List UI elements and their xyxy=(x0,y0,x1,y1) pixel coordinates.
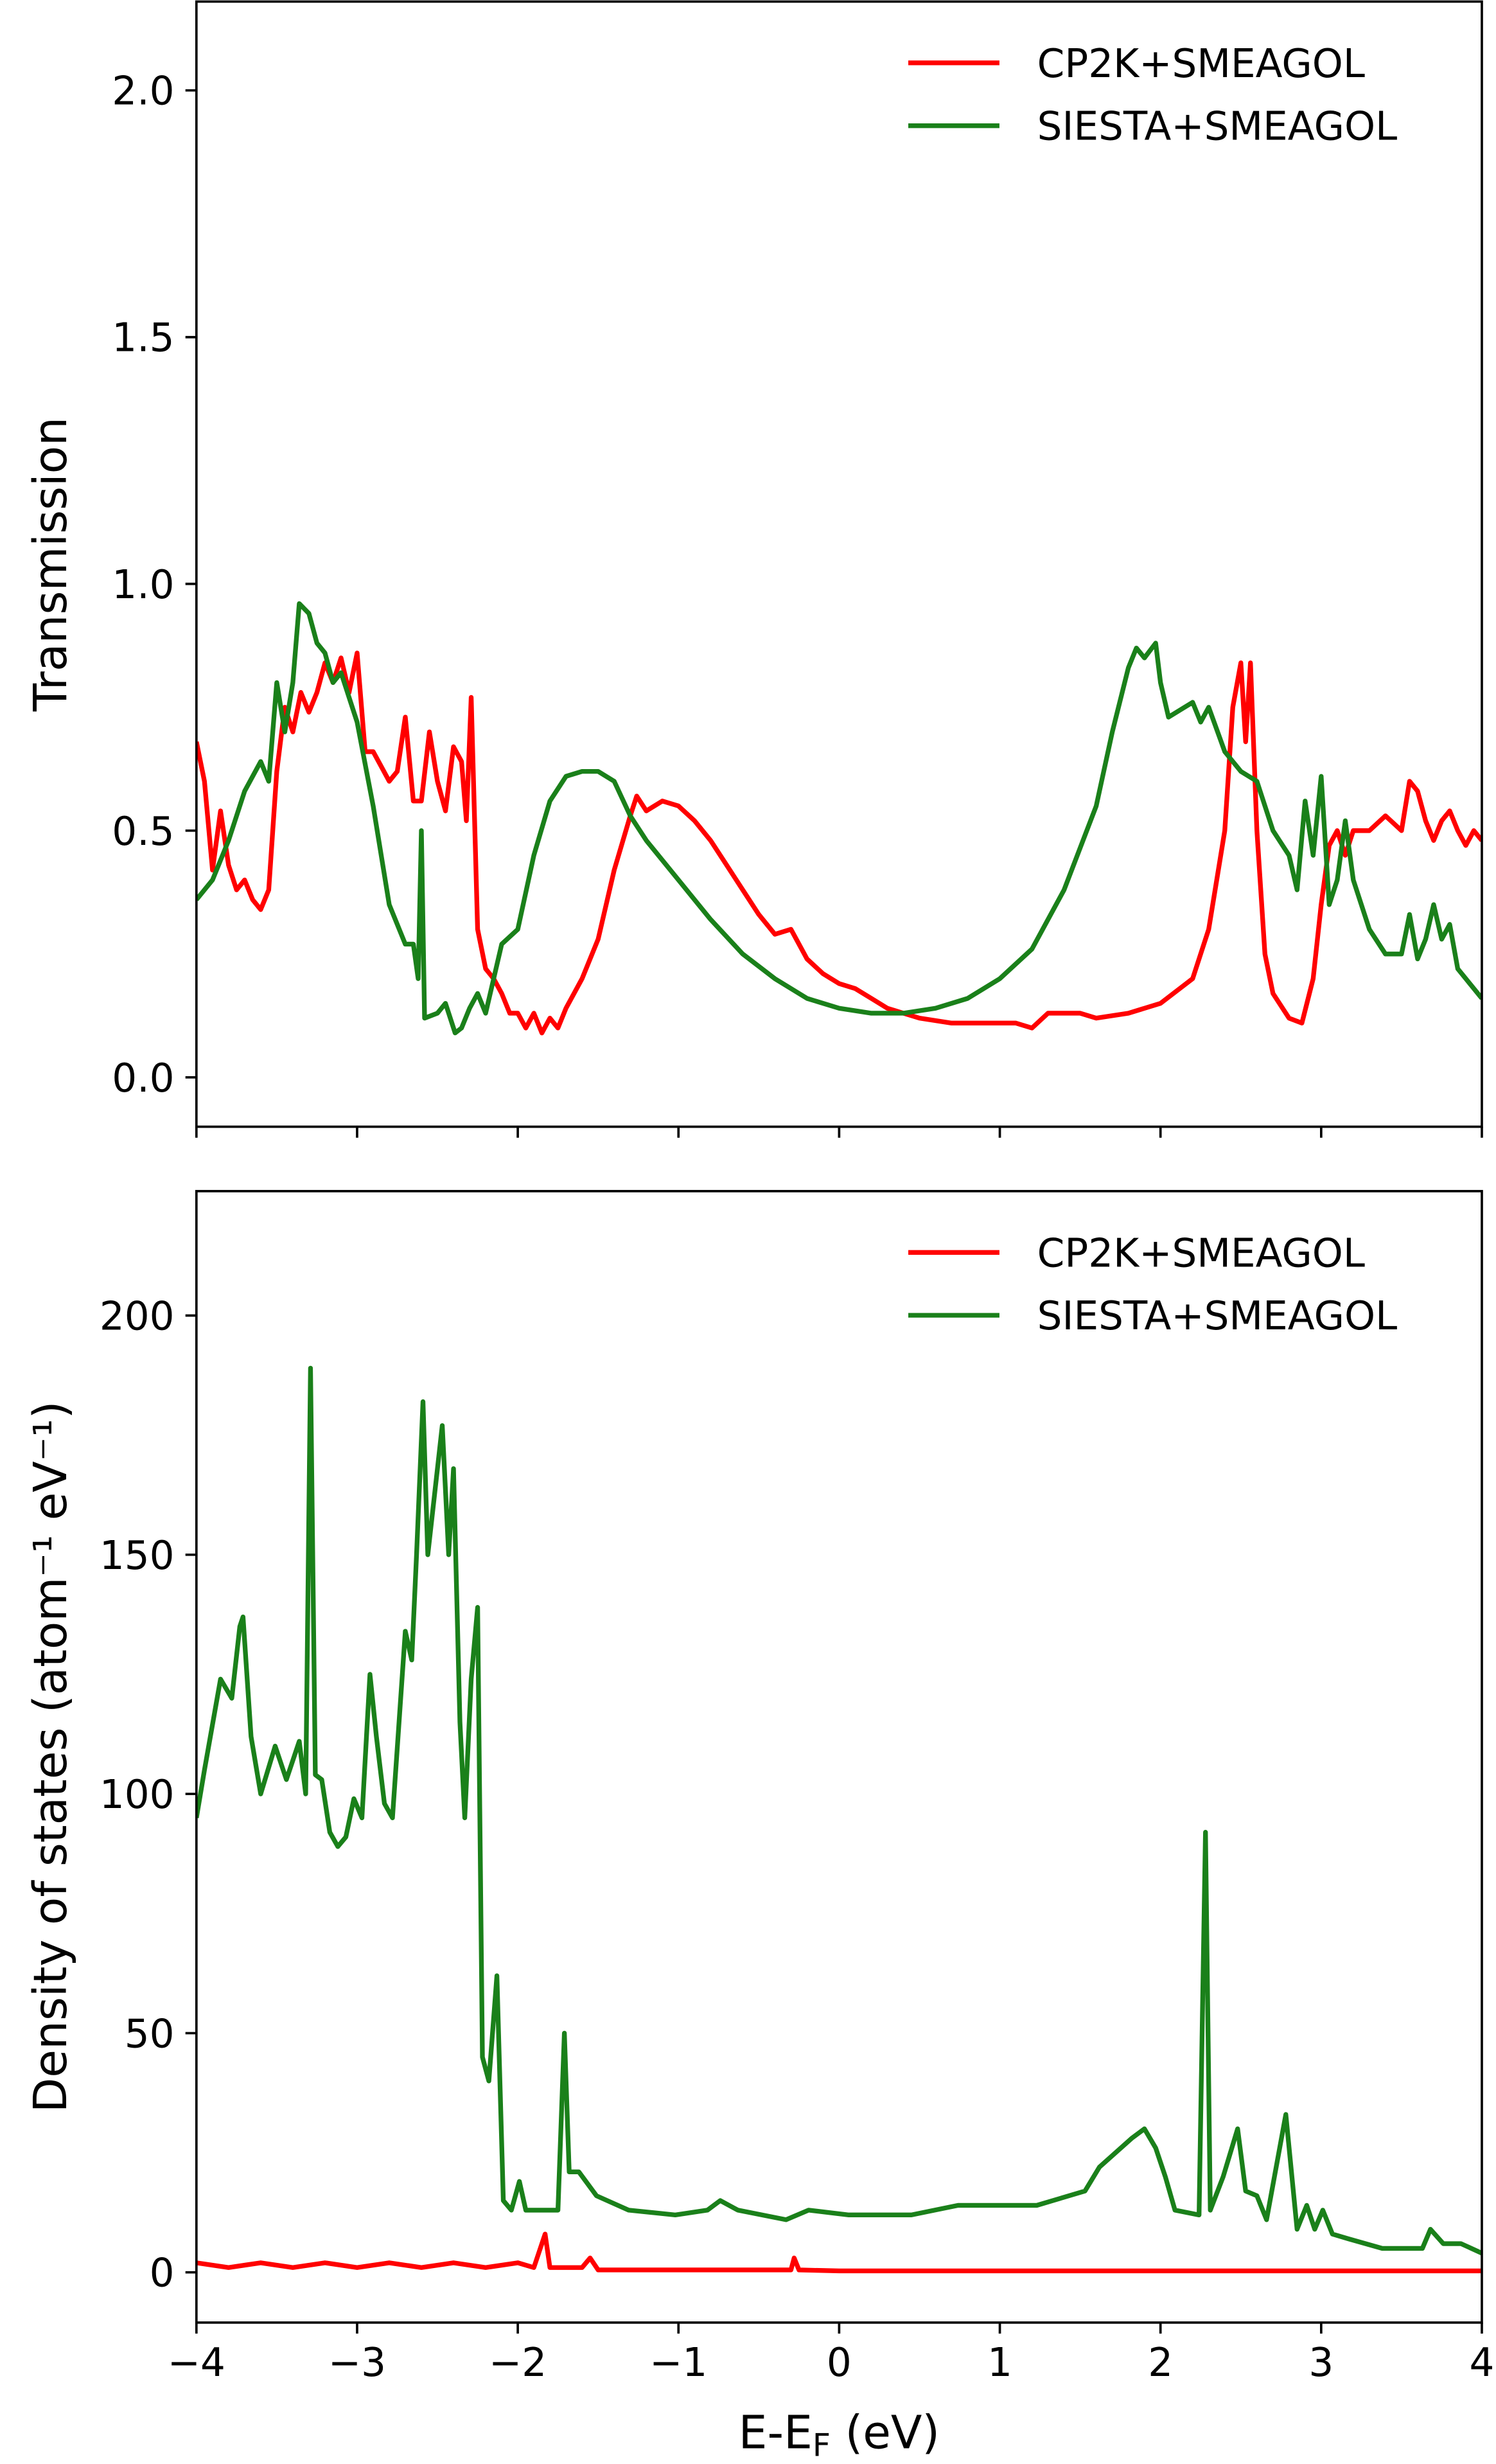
x-axis-label: E-EF (eV) xyxy=(739,2406,940,2464)
legend-label: CP2K+SMEAGOL xyxy=(1037,1230,1365,1276)
data-line xyxy=(196,650,1482,1036)
axes-frame xyxy=(195,1190,1483,2324)
x-tick-label: 0 xyxy=(827,2340,852,2386)
x-tick-label: 2 xyxy=(1148,2340,1173,2386)
y-axis-label: Density of states (atom⁻¹ eV⁻¹) xyxy=(24,1401,77,2113)
x-tick-label: −3 xyxy=(328,2340,386,2386)
data-line xyxy=(196,1365,1482,2256)
y-tick-label: 2.0 xyxy=(112,69,174,114)
x-axis-label-part: F xyxy=(813,2427,831,2464)
legend-label: SIESTA+SMEAGOL xyxy=(1037,1293,1398,1339)
data-line xyxy=(196,2231,1482,2274)
chart-panel: 0.0 0.5 1.0 1.5 2.0 Transmission CP2K+SMEAGOL S… xyxy=(24,0,1483,1138)
y-tick-label: 200 xyxy=(100,1294,175,1340)
legend-label: CP2K+SMEAGOL xyxy=(1037,41,1365,87)
axes-frame xyxy=(195,0,1483,1128)
y-tick-label: 0.0 xyxy=(112,1056,174,1101)
x-tick-label: −2 xyxy=(489,2340,547,2386)
legend-label: SIESTA+SMEAGOL xyxy=(1037,104,1398,150)
x-tick-label: −4 xyxy=(168,2340,225,2386)
y-tick-label: 0.5 xyxy=(112,809,174,855)
y-axis-label: Transmission xyxy=(24,417,77,712)
x-tick-label: 4 xyxy=(1470,2340,1495,2386)
y-tick-label: 0 xyxy=(150,2251,175,2296)
data-line xyxy=(196,601,1482,1036)
x-tick-label: 3 xyxy=(1308,2340,1333,2386)
x-axis-label-part: E-E xyxy=(739,2406,813,2460)
chart-panel: 0 50 100 150 200 −4 −3 −2 −1 0 1 2 3 4 Density of stat… xyxy=(24,1190,1495,2464)
y-tick-label: 1.5 xyxy=(112,315,174,361)
y-tick-label: 1.0 xyxy=(112,562,174,608)
y-tick-label: 50 xyxy=(125,2011,175,2057)
x-axis-label-part: (eV) xyxy=(831,2406,940,2460)
x-tick-label: −1 xyxy=(649,2340,707,2386)
x-tick-label: 1 xyxy=(987,2340,1012,2386)
y-tick-label: 100 xyxy=(100,1772,175,1818)
y-tick-label: 150 xyxy=(100,1533,175,1579)
